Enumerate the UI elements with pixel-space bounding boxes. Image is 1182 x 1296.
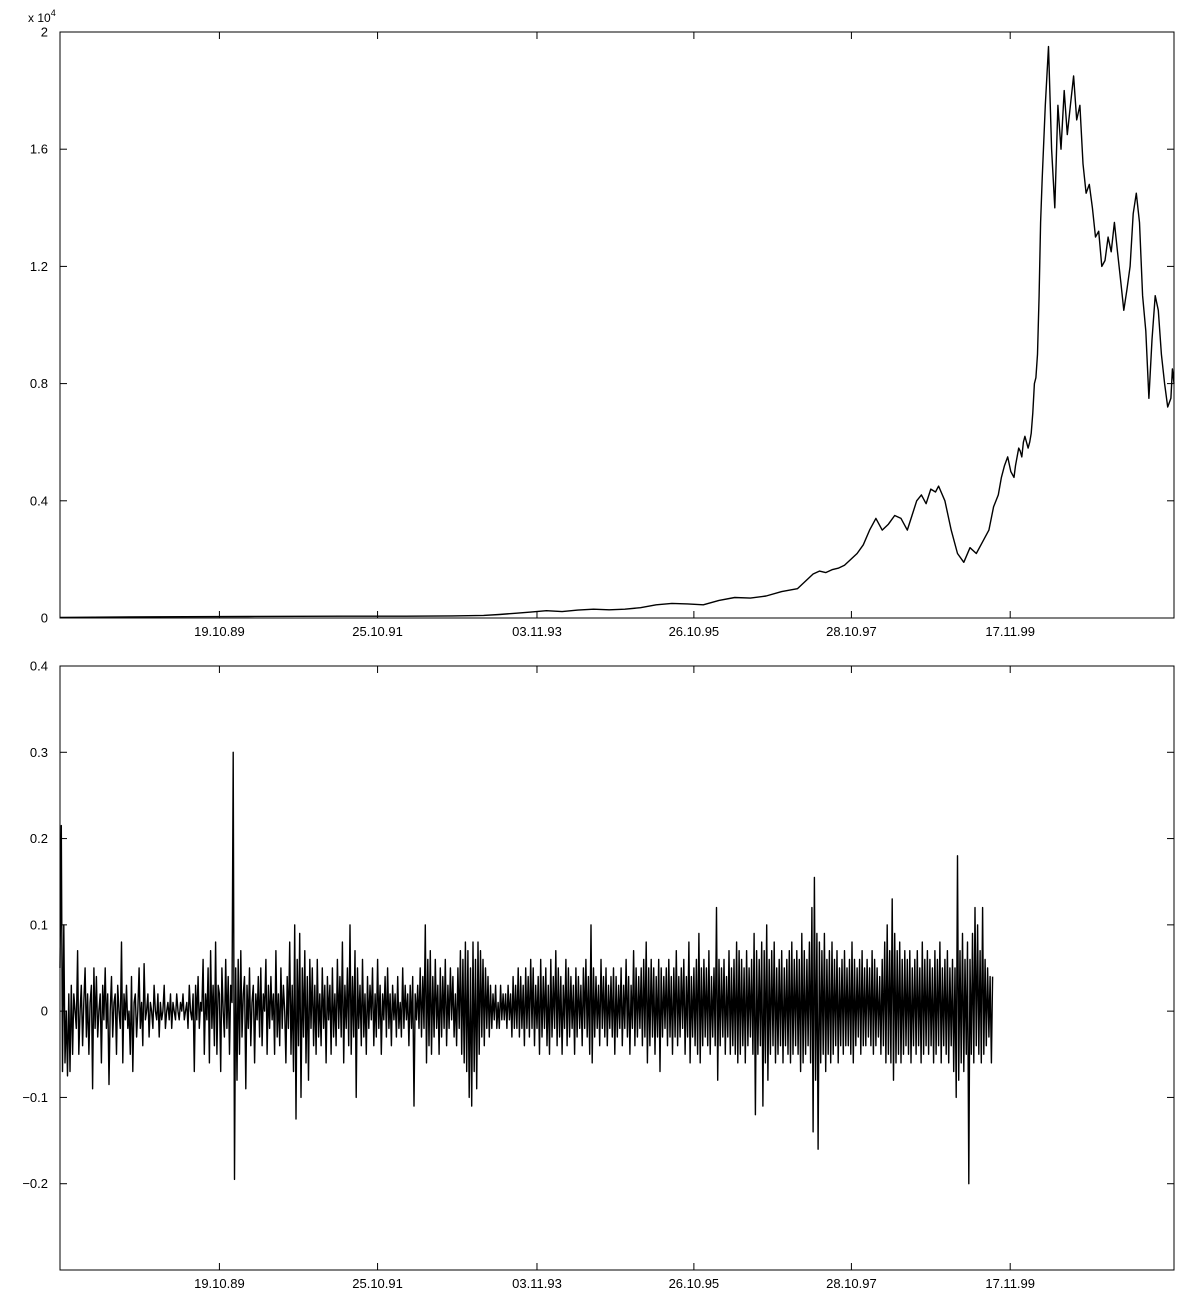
y-tick-label: 1.2 <box>30 259 48 274</box>
y-tick-label: 0.3 <box>30 745 48 760</box>
x-tick-label: 28.10.97 <box>826 624 877 639</box>
x-tick-label: 26.10.95 <box>669 1276 720 1291</box>
price-chart-panel: 19.10.89 25.10.91 03.11.93 26.10.95 28.10.97… <box>28 8 1175 639</box>
x-tick-label: 26.10.95 <box>669 624 720 639</box>
x-tick-label: 25.10.91 <box>352 624 403 639</box>
series-line <box>59 751 994 1185</box>
x-tick-label: 03.11.93 <box>512 624 562 639</box>
x-tick-label: 17.11.99 <box>985 624 1035 639</box>
y-axis-exponent-label: x 104 <box>28 8 56 25</box>
returns-chart-panel: 19.10.89 25.10.91 03.11.93 26.10.95 28.10.97… <box>22 659 1175 1291</box>
y-tick-label: −0.1 <box>22 1090 48 1105</box>
y-tick-label: 0.1 <box>30 917 48 932</box>
plot-frame <box>59 665 1175 1271</box>
x-tick-label: 03.11.93 <box>512 1276 562 1291</box>
x-tick-label: 28.10.97 <box>826 1276 877 1291</box>
x-tick-label: 19.10.89 <box>194 1276 245 1291</box>
x-tick-label: 17.11.99 <box>985 1276 1035 1291</box>
plot-frame <box>59 31 1175 619</box>
y-tick-label: 0.2 <box>30 831 48 846</box>
x-tick-label: 19.10.89 <box>194 624 245 639</box>
y-tick-label: −0.2 <box>22 1176 48 1191</box>
y-tick-label: 0.4 <box>30 493 48 508</box>
y-tick-label: 1.6 <box>30 142 48 157</box>
series-line <box>59 45 1175 619</box>
y-tick-label: 0 <box>41 611 48 626</box>
x-tick-label: 25.10.91 <box>352 1276 403 1291</box>
y-tick-label: 0.8 <box>30 376 48 391</box>
y-tick-label: 0 <box>41 1004 48 1019</box>
exponent-base: x 10 <box>28 11 51 25</box>
y-tick-label: 0.4 <box>30 659 48 674</box>
exponent-power: 4 <box>51 8 56 18</box>
y-tick-label: 2 <box>41 25 48 40</box>
